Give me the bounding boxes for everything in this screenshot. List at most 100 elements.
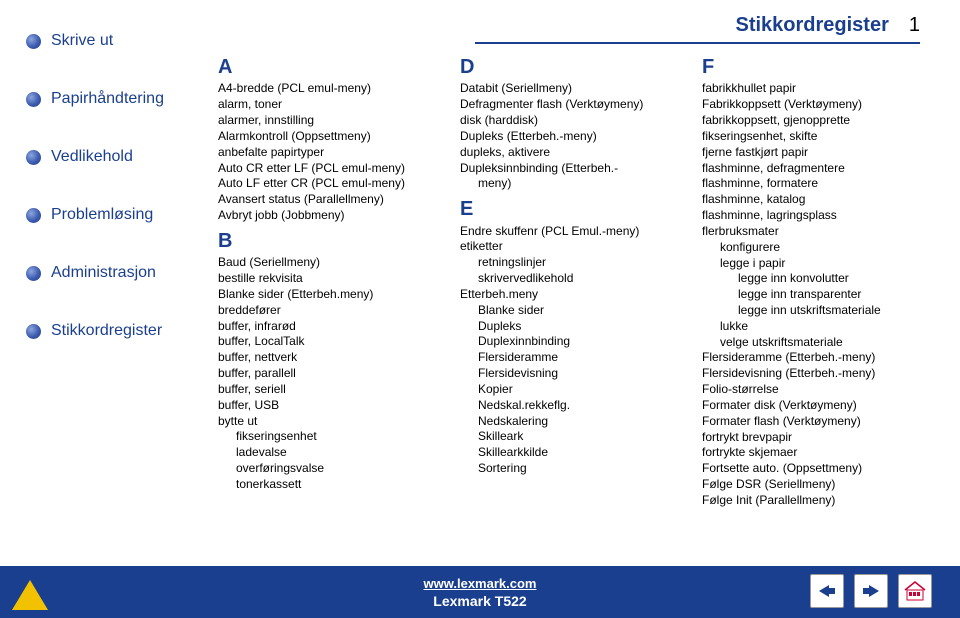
sidebar-item-stikkordregister[interactable]: Stikkordregister: [26, 322, 200, 340]
index-entry[interactable]: buffer, seriell: [218, 382, 446, 398]
sidebar-item-papirhandtering[interactable]: Papirhåndtering: [26, 90, 200, 108]
index-entry[interactable]: buffer, LocalTalk: [218, 334, 446, 350]
index-subentry[interactable]: retningslinjer: [460, 255, 688, 271]
sidebar-item-label: Stikkordregister: [51, 322, 162, 340]
footer-url-link[interactable]: www.lexmark.com: [424, 576, 537, 591]
index-columns: A A4-bredde (PCL emul-meny) alarm, toner…: [218, 54, 930, 509]
index-entry[interactable]: fabrikkoppsett, gjenopprette: [702, 113, 930, 129]
sidebar-item-administrasjon[interactable]: Administrasjon: [26, 264, 200, 282]
index-entry[interactable]: Avbryt jobb (Jobbmeny): [218, 208, 446, 224]
index-subentry[interactable]: overføringsvalse: [218, 461, 446, 477]
arrow-right-icon: [861, 584, 881, 598]
index-entry[interactable]: Endre skuffenr (PCL Emul.-meny): [460, 224, 688, 240]
index-entry[interactable]: breddefører: [218, 303, 446, 319]
index-entry[interactable]: flashminne, formatere: [702, 176, 930, 192]
index-subentry[interactable]: Sortering: [460, 461, 688, 477]
index-entry[interactable]: flashminne, lagringsplass: [702, 208, 930, 224]
index-entry[interactable]: fabrikkhullet papir: [702, 81, 930, 97]
index-entry[interactable]: A4-bredde (PCL emul-meny): [218, 81, 446, 97]
index-entry[interactable]: fortrykte skjemaer: [702, 445, 930, 461]
index-entry[interactable]: Auto CR etter LF (PCL emul-meny): [218, 161, 446, 177]
index-entry[interactable]: alarm, toner: [218, 97, 446, 113]
index-entry[interactable]: Flersidevisning (Etterbeh.-meny): [702, 366, 930, 382]
index-entry[interactable]: Formater disk (Verktøymeny): [702, 398, 930, 414]
sidebar-item-label: Problemløsing: [51, 206, 153, 224]
index-entry[interactable]: flerbruksmater: [702, 224, 930, 240]
index-subentry[interactable]: legge i papir: [702, 256, 930, 272]
back-triangle-icon[interactable]: [12, 580, 48, 610]
index-subentry[interactable]: Kopier: [460, 382, 688, 398]
index-entry[interactable]: Folio-størrelse: [702, 382, 930, 398]
bullet-icon: [26, 266, 41, 281]
sidebar-item-label: Administrasjon: [51, 264, 156, 282]
index-subentry[interactable]: velge utskriftsmateriale: [702, 335, 930, 351]
header-rule: [475, 42, 920, 44]
index-subentry[interactable]: Nedskalering: [460, 414, 688, 430]
index-subentry[interactable]: tonerkassett: [218, 477, 446, 493]
prev-page-button[interactable]: [810, 574, 844, 608]
index-subentry[interactable]: legge inn transparenter: [702, 287, 930, 303]
index-subentry[interactable]: Duplexinnbinding: [460, 334, 688, 350]
index-entry[interactable]: Fabrikkoppsett (Verktøymeny): [702, 97, 930, 113]
index-subentry[interactable]: skrivervedlikehold: [460, 271, 688, 287]
index-entry[interactable]: etiketter: [460, 239, 688, 255]
index-subentry[interactable]: fikseringsenhet: [218, 429, 446, 445]
index-entry[interactable]: Defragmenter flash (Verktøymeny): [460, 97, 688, 113]
index-entry[interactable]: Fortsette auto. (Oppsettmeny): [702, 461, 930, 477]
next-page-button[interactable]: [854, 574, 888, 608]
index-col-2: D Databit (Seriellmeny) Defragmenter fla…: [460, 54, 688, 509]
index-entry[interactable]: flashminne, defragmentere: [702, 161, 930, 177]
index-subentry[interactable]: Flersideramme: [460, 350, 688, 366]
index-entry[interactable]: flashminne, katalog: [702, 192, 930, 208]
footer-nav-icons: [810, 574, 932, 608]
index-entry[interactable]: Blanke sider (Etterbeh.meny): [218, 287, 446, 303]
index-entry[interactable]: Avansert status (Parallellmeny): [218, 192, 446, 208]
index-entry[interactable]: disk (harddisk): [460, 113, 688, 129]
index-entry[interactable]: bestille rekvisita: [218, 271, 446, 287]
index-subentry[interactable]: Blanke sider: [460, 303, 688, 319]
index-entry[interactable]: fortrykt brevpapir: [702, 430, 930, 446]
index-subentry[interactable]: lukke: [702, 319, 930, 335]
index-entry[interactable]: buffer, parallell: [218, 366, 446, 382]
index-subentry[interactable]: Flersidevisning: [460, 366, 688, 382]
index-subentry[interactable]: meny): [460, 176, 688, 192]
page-header: Stikkordregister 1: [735, 14, 920, 37]
index-entry[interactable]: anbefalte papirtyper: [218, 145, 446, 161]
sidebar-item-skrive-ut[interactable]: Skrive ut: [26, 32, 200, 50]
index-subentry[interactable]: Nedskal.rekkeflg.: [460, 398, 688, 414]
page-number: 1: [909, 14, 920, 37]
index-subentry[interactable]: Skillearkkilde: [460, 445, 688, 461]
index-entry[interactable]: Følge DSR (Seriellmeny): [702, 477, 930, 493]
index-entry[interactable]: alarmer, innstilling: [218, 113, 446, 129]
index-subentry[interactable]: Skilleark: [460, 429, 688, 445]
index-entry[interactable]: Følge Init (Parallellmeny): [702, 493, 930, 509]
index-entry[interactable]: Etterbeh.meny: [460, 287, 688, 303]
sidebar-item-vedlikehold[interactable]: Vedlikehold: [26, 148, 200, 166]
index-subentry[interactable]: Dupleks: [460, 319, 688, 335]
index-entry[interactable]: Formater flash (Verktøymeny): [702, 414, 930, 430]
index-entry[interactable]: Databit (Seriellmeny): [460, 81, 688, 97]
sidebar-nav: Skrive ut Papirhåndtering Vedlikehold Pr…: [26, 32, 200, 380]
index-subentry[interactable]: ladevalse: [218, 445, 446, 461]
index-entry[interactable]: buffer, nettverk: [218, 350, 446, 366]
index-entry[interactable]: Flersideramme (Etterbeh.-meny): [702, 350, 930, 366]
index-subentry[interactable]: konfigurere: [702, 240, 930, 256]
section-head-a: A: [218, 54, 446, 80]
index-entry[interactable]: Dupleks (Etterbeh.-meny): [460, 129, 688, 145]
index-subentry[interactable]: legge inn konvolutter: [702, 271, 930, 287]
index-entry[interactable]: Dupleksinnbinding (Etterbeh.-: [460, 161, 688, 177]
index-entry[interactable]: Alarmkontroll (Oppsettmeny): [218, 129, 446, 145]
bullet-icon: [26, 324, 41, 339]
index-entry[interactable]: bytte ut: [218, 414, 446, 430]
index-subentry[interactable]: legge inn utskriftsmateriale: [702, 303, 930, 319]
sidebar-item-problemlosing[interactable]: Problemløsing: [26, 206, 200, 224]
home-icon: [904, 581, 926, 601]
index-entry[interactable]: buffer, USB: [218, 398, 446, 414]
index-entry[interactable]: fikseringsenhet, skifte: [702, 129, 930, 145]
home-button[interactable]: [898, 574, 932, 608]
index-entry[interactable]: dupleks, aktivere: [460, 145, 688, 161]
index-entry[interactable]: buffer, infrarød: [218, 319, 446, 335]
index-entry[interactable]: fjerne fastkjørt papir: [702, 145, 930, 161]
index-entry[interactable]: Auto LF etter CR (PCL emul-meny): [218, 176, 446, 192]
index-entry[interactable]: Baud (Seriellmeny): [218, 255, 446, 271]
